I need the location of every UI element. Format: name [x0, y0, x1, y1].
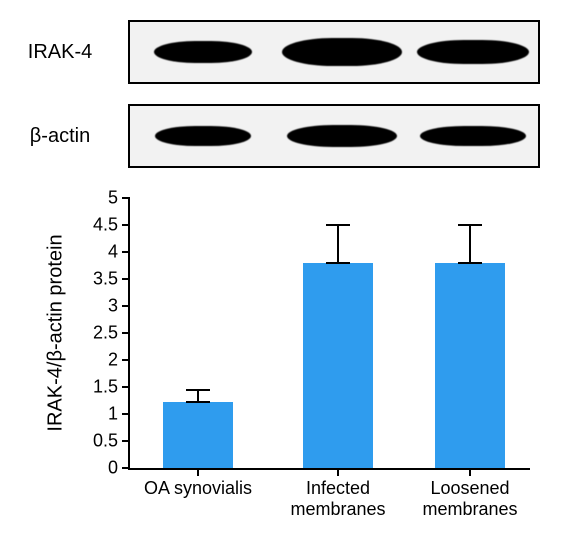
errorbar-cap-top-2 [458, 224, 482, 226]
blot-strip-beta-actin [128, 104, 540, 168]
errorbar-cap-top-0 [186, 389, 210, 391]
x-tick-label-0: OA synovialis [144, 468, 252, 499]
band-irak4-2 [417, 40, 529, 64]
errorbar-cap-top-1 [326, 224, 350, 226]
plot-area: 00.511.522.533.544.55OA synovialisInfect… [128, 198, 530, 470]
band-irak4-0 [154, 41, 252, 63]
y-tick-label: 0.5 [93, 431, 130, 452]
blot-row-irak4: IRAK-4 [0, 20, 565, 84]
errorbar-stem-2 [469, 225, 471, 263]
y-tick-label: 3.5 [93, 269, 130, 290]
x-tick-label-2: Loosened membranes [422, 468, 517, 520]
y-tick-label: 4.5 [93, 215, 130, 236]
errorbar-cap-base-1 [326, 262, 350, 264]
bar-0 [163, 402, 233, 468]
y-tick-label: 2.5 [93, 323, 130, 344]
blot-label-beta-actin: β-actin [0, 125, 128, 148]
blot-row-beta-actin: β-actin [0, 104, 565, 168]
band-beta-actin-1 [287, 125, 397, 147]
figure-canvas: IRAK-4 β-actin 0 0.5 1 1.5 2 2.5 3 3.5 4 4.5 5 OA syn… [0, 0, 565, 542]
errorbar-stem-1 [337, 225, 339, 263]
band-irak4-1 [282, 38, 402, 66]
band-beta-actin-2 [420, 126, 526, 146]
y-tick-label: 5 [108, 188, 130, 209]
y-tick-label: 3 [108, 296, 130, 317]
errorbar-cap-base-2 [458, 262, 482, 264]
x-tick-label-1: Infected membranes [290, 468, 385, 520]
bar-chart: 0 0.5 1 1.5 2 2.5 3 3.5 4 4.5 5 OA synovialis Infect… [30, 190, 540, 530]
y-tick-label: 4 [108, 242, 130, 263]
y-tick-label: 1.5 [93, 377, 130, 398]
band-beta-actin-0 [155, 126, 251, 146]
bar-1 [303, 263, 373, 468]
errorbar-cap-base-0 [186, 401, 210, 403]
bar-2 [435, 263, 505, 468]
y-tick-label: 2 [108, 350, 130, 371]
y-axis-title: IRAK-4/β-actin protein [45, 234, 68, 431]
y-tick-label: 0 [108, 458, 130, 479]
blot-strip-irak4 [128, 20, 540, 84]
blot-label-irak4: IRAK-4 [0, 41, 128, 64]
y-tick-label: 1 [108, 404, 130, 425]
